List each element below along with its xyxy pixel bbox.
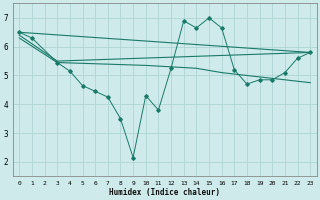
X-axis label: Humidex (Indice chaleur): Humidex (Indice chaleur) [109,188,220,197]
